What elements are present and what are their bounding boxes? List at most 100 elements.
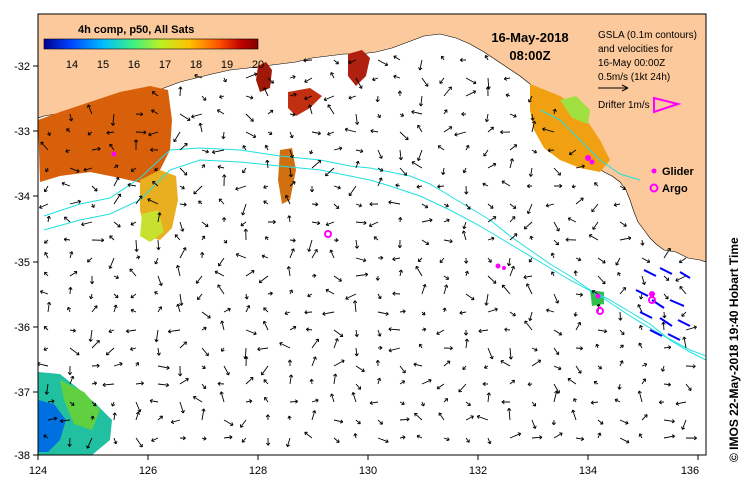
- velocity-arrow: [458, 383, 467, 393]
- velocity-arrow-head: [315, 398, 319, 403]
- velocity-arrow: [465, 293, 475, 301]
- velocity-arrow: [135, 239, 138, 252]
- velocity-arrow: [267, 292, 273, 295]
- velocity-arrow: [487, 347, 493, 360]
- velocity-arrow: [174, 234, 181, 241]
- velocity-arrow-head: [187, 117, 191, 122]
- velocity-arrow-head: [307, 104, 313, 108]
- velocity-arrow-head: [44, 391, 49, 395]
- velocity-arrow: [331, 393, 335, 403]
- velocity-arrow-head: [590, 400, 594, 405]
- velocity-arrow-head: [464, 270, 469, 275]
- velocity-arrow: [662, 322, 665, 331]
- velocity-arrow: [289, 149, 293, 158]
- velocity-arrow: [531, 149, 537, 154]
- velocity-arrow: [487, 437, 491, 444]
- velocity-arrow: [413, 363, 423, 367]
- velocity-arrow-head: [671, 419, 675, 424]
- velocity-arrow: [333, 275, 342, 282]
- velocity-arrow-head: [244, 356, 249, 360]
- velocity-arrow-head: [133, 139, 139, 143]
- velocity-arrow-head: [577, 321, 582, 326]
- velocity-arrow: [91, 382, 97, 385]
- velocity-arrow: [245, 400, 252, 403]
- velocity-arrow-head: [67, 443, 72, 447]
- velocity-arrow-head: [314, 249, 318, 253]
- velocity-arrow: [245, 95, 254, 99]
- velocity-arrow-head: [446, 218, 450, 223]
- velocity-arrow-head: [154, 260, 159, 265]
- velocity-arrow: [421, 219, 433, 223]
- velocity-arrow-head: [227, 307, 231, 312]
- velocity-arrow-head: [195, 280, 200, 284]
- velocity-arrow-head: [111, 403, 116, 407]
- velocity-arrow-head: [289, 154, 294, 159]
- velocity-arrow-head: [89, 281, 95, 285]
- velocity-arrow: [218, 198, 225, 205]
- velocity-arrow-head: [484, 302, 489, 306]
- velocity-arrow: [245, 131, 256, 138]
- velocity-arrow-head: [466, 206, 471, 210]
- velocity-arrow-head: [620, 331, 625, 336]
- velocity-arrow: [113, 362, 123, 367]
- velocity-arrow: [113, 304, 117, 313]
- velocity-arrow-head: [217, 164, 221, 170]
- velocity-arrow-head: [580, 197, 584, 202]
- velocity-arrow: [304, 431, 313, 439]
- velocity-arrow: [509, 233, 518, 241]
- velocity-arrow-head: [554, 390, 559, 394]
- velocity-arrow: [60, 419, 71, 422]
- velocity-arrow-head: [640, 242, 645, 246]
- velocity-arrow-head: [175, 264, 181, 269]
- velocity-arrow: [619, 360, 623, 367]
- velocity-arrow: [311, 399, 319, 403]
- velocity-arrow: [355, 365, 365, 372]
- velocity-arrow: [663, 275, 670, 281]
- velocity-arrow-head: [573, 313, 578, 317]
- velocity-arrow: [553, 390, 558, 403]
- velocity-arrow: [179, 167, 188, 176]
- velocity-arrow: [263, 185, 269, 189]
- velocity-arrow-head: [252, 134, 257, 139]
- velocity-arrow: [38, 363, 49, 367]
- velocity-arrow-head: [437, 145, 442, 149]
- velocity-arrow: [47, 215, 50, 223]
- colorbar: 4h comp, p50, All Sats 14 15 16 17 18 19…: [43, 24, 264, 71]
- velocity-arrow: [325, 221, 335, 226]
- velocity-arrow: [191, 113, 203, 118]
- velocity-arrow: [529, 257, 533, 263]
- velocity-arrow: [113, 164, 119, 169]
- velocity-arrow: [135, 437, 143, 448]
- velocity-arrow: [126, 329, 137, 332]
- velocity-arrow: [69, 167, 80, 173]
- velocity-arrow-head: [532, 402, 537, 407]
- velocity-arrow: [289, 167, 292, 178]
- legend-glider: Glider: [662, 166, 695, 178]
- velocity-arrow-head: [45, 168, 49, 173]
- velocity-arrow: [575, 165, 585, 169]
- velocity-arrow-head: [471, 296, 475, 301]
- velocity-arrow-head: [241, 212, 246, 216]
- velocity-arrow: [553, 221, 560, 232]
- velocity-arrow: [87, 131, 93, 136]
- velocity-arrow: [553, 108, 556, 115]
- velocity-arrow: [487, 216, 497, 223]
- velocity-arrow-head: [413, 362, 417, 367]
- velocity-arrow: [130, 347, 137, 350]
- velocity-arrow: [179, 247, 187, 259]
- velocity-arrow-head: [617, 272, 621, 276]
- velocity-arrow-head: [411, 161, 416, 165]
- velocity-arrow: [531, 113, 534, 121]
- velocity-arrow: [223, 436, 233, 439]
- velocity-arrow-head: [130, 346, 134, 351]
- velocity-arrow-head: [108, 329, 112, 334]
- velocity-arrow: [681, 419, 687, 430]
- legend-line1: GSLA (0.1m contours): [598, 30, 697, 41]
- velocity-arrow-head: [401, 380, 406, 384]
- velocity-arrow-head: [662, 315, 667, 319]
- velocity-arrow-head: [137, 408, 142, 413]
- velocity-arrow-head: [51, 399, 55, 404]
- velocity-arrow-head: [402, 309, 406, 314]
- velocity-arrow-head: [353, 433, 358, 437]
- velocity-arrow: [81, 221, 93, 226]
